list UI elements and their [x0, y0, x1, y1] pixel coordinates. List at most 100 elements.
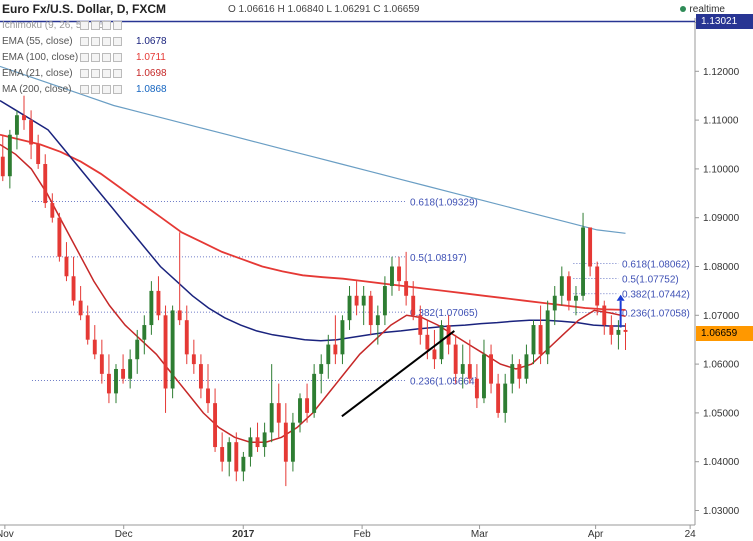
- indicator-option-icon[interactable]: [102, 21, 111, 30]
- indicator-option-icon[interactable]: [91, 69, 100, 78]
- indicator-row[interactable]: EMA (21, close) 1.0698: [2, 67, 167, 81]
- candle-body: [184, 320, 189, 355]
- indicator-option-icon[interactable]: [102, 85, 111, 94]
- indicator-option-icon[interactable]: [91, 37, 100, 46]
- candle-body: [368, 295, 373, 326]
- candle-body: [397, 266, 402, 282]
- indicator-option-icon[interactable]: [80, 21, 89, 30]
- candle-body: [460, 364, 465, 374]
- candle-body: [552, 295, 557, 311]
- candle-body: [36, 144, 41, 165]
- indicator-value: 1.0678: [136, 36, 167, 47]
- time-tick-label: 24: [685, 529, 697, 540]
- indicator-buttons[interactable]: [80, 69, 130, 79]
- last-price-tag: 1.06659: [696, 326, 753, 341]
- candle-body: [432, 349, 437, 360]
- candle-body: [616, 329, 621, 335]
- candle-body: [128, 359, 133, 379]
- indicator-option-icon[interactable]: [80, 37, 89, 46]
- candle-body: [269, 403, 274, 433]
- indicator-label: EMA (55, close): [2, 36, 73, 47]
- candle-body: [305, 398, 310, 413]
- indicator-option-icon[interactable]: [91, 85, 100, 94]
- candle-body: [623, 329, 628, 332]
- candle-body: [503, 383, 508, 413]
- candle-body: [29, 120, 34, 145]
- candle-body: [602, 305, 607, 326]
- candle-body: [375, 315, 380, 326]
- candle-body: [404, 281, 409, 296]
- candle-body: [361, 295, 366, 306]
- price-tick-label: 1.03000: [703, 506, 740, 517]
- indicator-buttons[interactable]: [80, 53, 130, 63]
- candle-body: [439, 325, 444, 360]
- candle-body: [595, 266, 600, 306]
- candle-body: [390, 266, 394, 287]
- indicator-option-icon[interactable]: [91, 21, 100, 30]
- candle-body: [609, 325, 614, 335]
- candle-body: [340, 320, 345, 355]
- candle-body: [496, 383, 501, 413]
- indicator-option-icon[interactable]: [80, 69, 89, 78]
- indicator-label: EMA (100, close): [2, 52, 79, 63]
- indicator-option-icon[interactable]: [80, 53, 89, 62]
- indicator-option-icon[interactable]: [102, 37, 111, 46]
- indicator-row[interactable]: EMA (100, close) 1.0711: [2, 51, 166, 65]
- fib-level-label: 0.618(1.08062): [622, 259, 690, 270]
- candle-body: [170, 310, 175, 389]
- symbol-title[interactable]: Euro Fx/U.S. Dollar, D, FXCM: [2, 2, 167, 16]
- time-tick-label: 2017: [232, 529, 255, 540]
- price-tick-label: 1.05000: [703, 408, 740, 419]
- indicator-buttons[interactable]: [80, 85, 130, 95]
- indicator-option-icon[interactable]: [91, 53, 100, 62]
- candle-body: [354, 295, 359, 306]
- candle-body: [262, 432, 267, 448]
- indicator-option-icon[interactable]: [80, 85, 89, 94]
- indicator-row[interactable]: EMA (55, close) 1.0678: [2, 35, 167, 49]
- price-tick-label: 1.11000: [703, 116, 739, 127]
- fib-level-label: 0.5(1.08197): [410, 253, 467, 264]
- hline-price-tag: 1.13021: [696, 14, 753, 29]
- candle-body: [114, 368, 118, 394]
- indicator-option-icon[interactable]: [113, 69, 122, 78]
- candle-body: [92, 339, 97, 355]
- candle-body: [85, 315, 90, 340]
- candle-body: [276, 403, 281, 423]
- candle-body: [411, 295, 416, 316]
- support-trendline: [341, 330, 455, 418]
- indicator-buttons[interactable]: [80, 21, 130, 31]
- candle-body: [14, 115, 19, 135]
- indicator-row[interactable]: MA (200, close) 1.0868: [2, 83, 167, 97]
- candle-body: [213, 403, 218, 448]
- realtime-dot-icon: [680, 6, 687, 12]
- candle-body: [559, 276, 564, 296]
- fib-level-label: 0.236(1.07058): [622, 308, 690, 319]
- candle-body: [545, 310, 550, 355]
- candle-body: [64, 256, 69, 277]
- candle-body: [312, 373, 317, 413]
- candle-body: [227, 442, 232, 462]
- indicator-label: Ichimoku (9, 26, 52, 26): [2, 20, 108, 31]
- indicator-row[interactable]: Ichimoku (9, 26, 52, 26): [2, 19, 122, 33]
- realtime-status: realtime: [680, 4, 725, 15]
- time-tick-label: Apr: [588, 529, 604, 540]
- indicator-option-icon[interactable]: [102, 53, 111, 62]
- candle-body: [206, 388, 210, 404]
- indicator-option-icon[interactable]: [113, 21, 122, 30]
- indicator-option-icon[interactable]: [102, 69, 111, 78]
- ema100-line: [0, 133, 626, 311]
- realtime-label: realtime: [689, 4, 725, 15]
- indicator-buttons[interactable]: [80, 37, 130, 47]
- indicator-option-icon[interactable]: [113, 85, 122, 94]
- ma200-line: [0, 65, 626, 234]
- indicator-option-icon[interactable]: [113, 53, 122, 62]
- time-tick-label: Feb: [353, 529, 371, 540]
- candle-body: [347, 295, 352, 321]
- candle-body: [191, 354, 196, 365]
- candle-body: [248, 437, 253, 457]
- candle-body: [467, 364, 472, 379]
- candle-body: [319, 364, 324, 374]
- candle-body: [106, 373, 111, 394]
- indicator-option-icon[interactable]: [113, 37, 122, 46]
